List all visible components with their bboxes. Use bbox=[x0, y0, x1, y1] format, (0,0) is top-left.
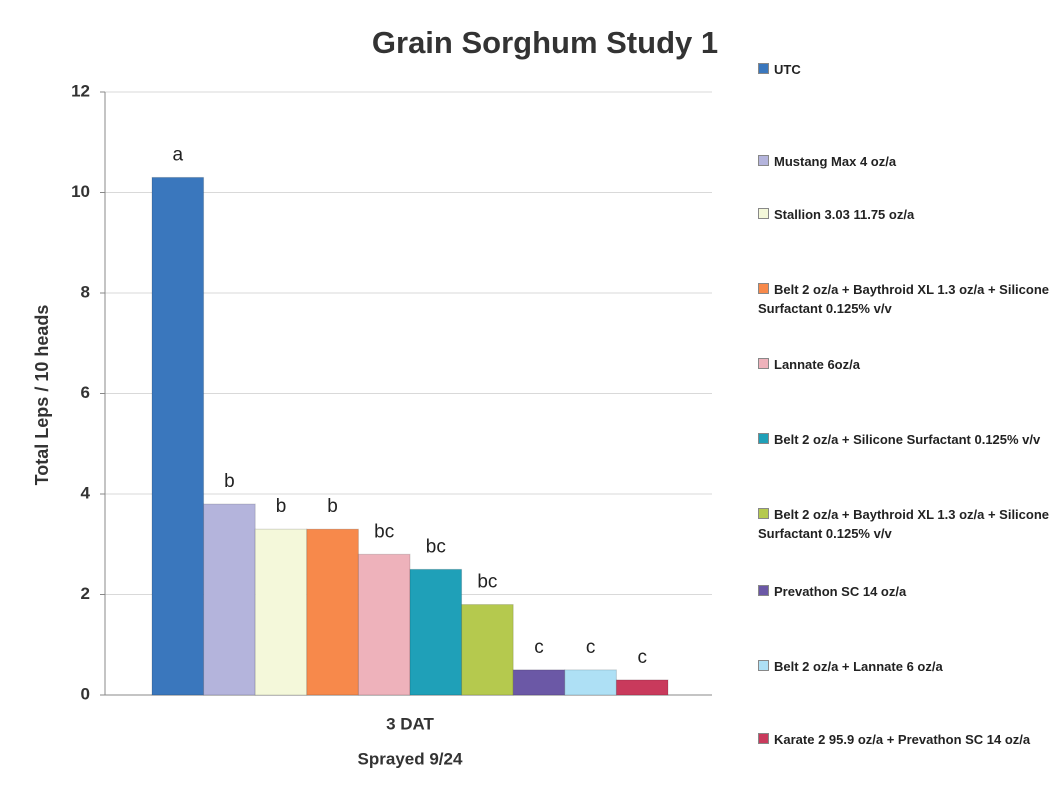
legend-item: Lannate 6oz/a bbox=[758, 355, 1058, 374]
legend-label: Lannate 6oz/a bbox=[774, 357, 860, 372]
bar bbox=[357, 553, 411, 696]
bar bbox=[306, 528, 359, 696]
legend-swatch bbox=[758, 283, 769, 294]
bar-annotation: c bbox=[637, 647, 647, 668]
bar bbox=[564, 669, 617, 696]
legend-item: Belt 2 oz/a + Baythroid XL 1.3 oz/a + Si… bbox=[758, 505, 1058, 543]
legend-label: Belt 2 oz/a + Baythroid XL 1.3 oz/a + Si… bbox=[758, 282, 1050, 316]
legend-label: Prevathon SC 14 oz/a bbox=[774, 584, 907, 599]
bar bbox=[512, 669, 566, 696]
legend-item: UTC bbox=[758, 60, 1058, 79]
bar-annotation: a bbox=[173, 144, 184, 165]
x-axis-label: Sprayed 9/24 bbox=[358, 749, 463, 768]
bar-annotation: b bbox=[276, 496, 287, 517]
y-axis-label: Total Leps / 10 heads bbox=[32, 305, 52, 486]
chart-title: Grain Sorghum Study 1 bbox=[372, 25, 718, 60]
legend-label: Belt 2 oz/a + Silicone Surfactant 0.125%… bbox=[774, 432, 1041, 447]
bar bbox=[615, 679, 669, 696]
legend-swatch bbox=[758, 733, 769, 744]
bar bbox=[461, 604, 514, 696]
legend-label: Karate 2 95.9 oz/a + Prevathon SC 14 oz/… bbox=[774, 732, 1031, 747]
bar-annotation: b bbox=[224, 471, 235, 492]
legend-swatch bbox=[758, 358, 769, 369]
y-tick-label: 10 bbox=[71, 182, 90, 201]
legend-item: Karate 2 95.9 oz/a + Prevathon SC 14 oz/… bbox=[758, 730, 1058, 749]
legend-item: Belt 2 oz/a + Baythroid XL 1.3 oz/a + Si… bbox=[758, 280, 1058, 318]
x-tick-label: 3 DAT bbox=[386, 714, 434, 733]
bar bbox=[254, 528, 308, 696]
legend-swatch bbox=[758, 660, 769, 671]
legend-item: Belt 2 oz/a + Silicone Surfactant 0.125%… bbox=[758, 430, 1058, 449]
bar-annotation: c bbox=[586, 637, 596, 658]
y-tick-label: 0 bbox=[81, 684, 90, 703]
legend-label: Stallion 3.03 11.75 oz/a bbox=[774, 207, 915, 222]
bar bbox=[409, 568, 463, 696]
bar-annotation: c bbox=[534, 637, 544, 658]
legend-swatch bbox=[758, 155, 769, 166]
legend-swatch bbox=[758, 208, 769, 219]
legend-item: Mustang Max 4 oz/a bbox=[758, 152, 1058, 171]
bar-annotation: bc bbox=[374, 521, 394, 542]
y-tick-label: 4 bbox=[81, 483, 91, 502]
y-tick-label: 6 bbox=[81, 383, 90, 402]
legend-label: Mustang Max 4 oz/a bbox=[774, 154, 897, 169]
legend-swatch bbox=[758, 508, 769, 519]
y-tick-label: 12 bbox=[71, 81, 90, 100]
bar-annotation: b bbox=[327, 496, 338, 517]
y-tick-label: 8 bbox=[81, 282, 90, 301]
legend-item: Belt 2 oz/a + Lannate 6 oz/a bbox=[758, 657, 1058, 676]
legend-label: Belt 2 oz/a + Baythroid XL 1.3 oz/a + Si… bbox=[758, 507, 1050, 541]
bar bbox=[203, 503, 256, 696]
legend-item: Stallion 3.03 11.75 oz/a bbox=[758, 205, 1058, 224]
bar-annotation: bc bbox=[477, 572, 497, 593]
legend-swatch bbox=[758, 585, 769, 596]
legend-item: Prevathon SC 14 oz/a bbox=[758, 582, 1058, 601]
bar bbox=[151, 176, 205, 696]
bar-annotation: bc bbox=[426, 536, 446, 557]
legend-label: UTC bbox=[774, 62, 801, 77]
legend-swatch bbox=[758, 63, 769, 74]
legend-swatch bbox=[758, 433, 769, 444]
y-tick-label: 2 bbox=[81, 584, 90, 603]
legend-label: Belt 2 oz/a + Lannate 6 oz/a bbox=[774, 659, 943, 674]
